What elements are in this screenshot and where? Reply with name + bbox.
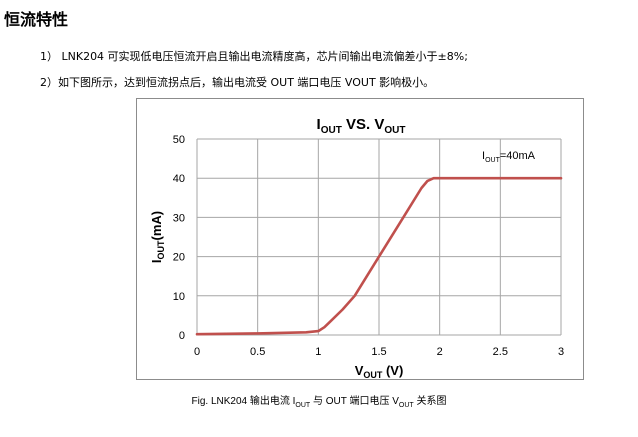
chart-title: IOUT VS. VOUT [317,116,406,136]
chart-title-part: VS. V [342,116,385,133]
paragraph-2: 2）如下图所示，达到恒流拐点后，输出电流受 OUT 端口电压 VOUT 影响极小… [40,76,435,89]
chart-title-part: I [317,116,321,133]
chart-annotation: IOUT=40mA [482,150,536,164]
x-tick-label: 1 [315,346,321,358]
x-tick-label: 3 [558,346,564,358]
y-tick-label: 50 [173,134,185,146]
paragraph-1: 1） LNK204 可实现低电压恒流开启且输出电流精度高，芯片间输出电流偏差小于… [40,50,468,63]
y-axis-label-part: (mA) [149,211,164,241]
section-heading: 恒流特性 [4,10,69,29]
x-tick-label: 0 [194,346,200,358]
chart-title-part: OUT [384,125,405,136]
y-axis-label-part: OUT [156,240,166,260]
caption-sub-2: OUT [398,402,414,409]
caption-suffix: 关系图 [413,396,447,407]
x-axis-label-part: (V) [382,363,403,378]
x-tick-label: 2 [437,346,443,358]
caption-prefix: Fig. LNK204 输出电流 I [191,396,296,407]
y-axis-label-part: I [149,259,164,263]
chart-annotation-part: =40mA [500,150,536,162]
y-tick-label: 20 [173,252,185,264]
x-axis-label-part: OUT [363,370,383,380]
x-tick-label: 2.5 [493,346,508,358]
x-tick-label: 1.5 [371,346,386,358]
y-tick-label: 30 [173,212,185,224]
x-tick-label: 0.5 [250,346,265,358]
caption-sub-1: OUT [295,402,311,409]
y-tick-label: 40 [173,173,185,185]
caption-middle: 与 OUT 端口电压 V [310,396,399,407]
x-axis-label-part: V [355,363,364,378]
x-axis-label: VOUT (V) [355,363,404,380]
chart-title-part: OUT [321,125,342,136]
figure-caption: Fig. LNK204 输出电流 IOUT 与 OUT 端口电压 VOUT 关系… [0,392,638,409]
y-tick-label: 0 [179,330,185,342]
chart-frame: 0 10 20 30 40 50 0 0.5 1 1.5 2 2.5 3 IOUT VS. VOUT VO… [136,98,584,380]
y-tick-label: 10 [173,291,185,303]
chart-annotation-part: I [482,150,485,162]
y-axis-label: IOUT(mA) [149,211,166,263]
series-line [195,176,563,336]
chart-annotation-part: OUT [485,157,501,164]
